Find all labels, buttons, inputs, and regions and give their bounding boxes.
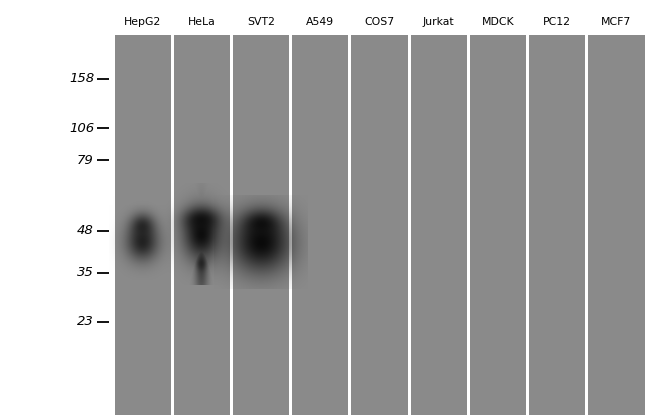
Text: 23: 23 (77, 316, 94, 329)
Text: SVT2: SVT2 (247, 17, 275, 27)
Text: 106: 106 (69, 122, 94, 135)
Text: COS7: COS7 (365, 17, 395, 27)
Text: 35: 35 (77, 266, 94, 279)
Text: HeLa: HeLa (188, 17, 216, 27)
Text: 79: 79 (77, 154, 94, 167)
Text: HepG2: HepG2 (124, 17, 161, 27)
Text: 48: 48 (77, 224, 94, 237)
Text: 158: 158 (69, 72, 94, 85)
Text: PC12: PC12 (543, 17, 571, 27)
Text: A549: A549 (306, 17, 334, 27)
Text: MDCK: MDCK (482, 17, 514, 27)
Text: MCF7: MCF7 (601, 17, 632, 27)
Text: Jurkat: Jurkat (423, 17, 454, 27)
